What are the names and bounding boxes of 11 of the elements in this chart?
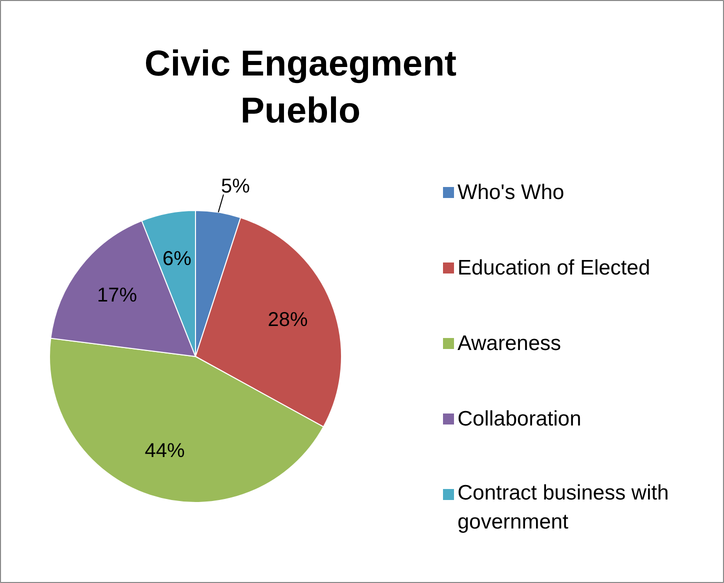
- data-label: 5%: [221, 176, 250, 198]
- data-label: 6%: [162, 248, 192, 270]
- data-label: 28%: [268, 308, 308, 331]
- legend-label: Education of Elected: [458, 256, 650, 280]
- chart-title: Civic Engaegment Pueblo: [144, 42, 457, 131]
- legend-label: Who's Who: [458, 181, 564, 204]
- data-label: 17%: [97, 284, 138, 307]
- legend-label: Contract business with government: [458, 482, 669, 534]
- data-label: 44%: [144, 440, 186, 462]
- legend-label: Collaboration: [458, 408, 582, 430]
- legend-label: Awareness: [458, 332, 562, 355]
